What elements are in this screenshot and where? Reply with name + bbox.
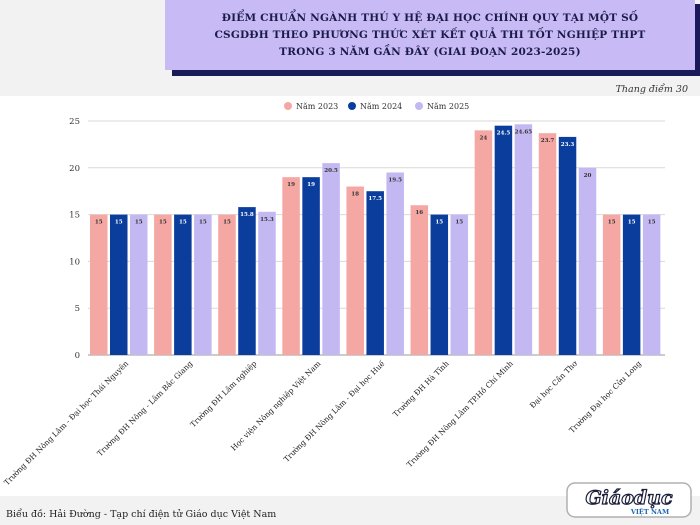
title-line-3: TRONG 3 NĂM GẦN ĐÂY (GIAI ĐOẠN 2023-2025… (279, 45, 581, 58)
chart-title: ĐIỂM CHUẨN NGÀNH THÚ Y HỆ ĐẠI HỌC CHÍNH … (165, 0, 695, 70)
data-label: 15 (95, 220, 103, 226)
bar (622, 214, 641, 355)
giaoduc-logo: Giáodục VIỆT NAM (566, 482, 692, 518)
x-tick-label: Trường ĐH Nông Lâm TP.Hồ Chí Minh (405, 359, 515, 469)
y-tick-label: 0 (75, 351, 80, 361)
bar (386, 172, 404, 355)
x-tick-label: Trường ĐH Lâm nghiệp (188, 359, 258, 429)
data-label: 23.3 (561, 142, 575, 148)
bar (410, 205, 429, 355)
x-tick-label: Trường ĐH Nông Lâm - Đại học Huế (282, 359, 387, 464)
data-label: 17.5 (368, 196, 382, 202)
bar (602, 214, 621, 355)
data-label: 18 (351, 192, 359, 198)
data-label: 15 (608, 220, 616, 226)
bar (346, 186, 364, 355)
x-tick-label: Trường Đại học Cửu Long (567, 359, 643, 435)
data-label: 19.5 (388, 177, 402, 183)
bar (194, 214, 212, 355)
data-label: 19 (307, 182, 315, 188)
bar (450, 214, 469, 355)
bar (218, 214, 236, 355)
bar (366, 191, 384, 355)
bar (474, 130, 493, 355)
data-label: 15 (199, 220, 207, 226)
bar (238, 207, 256, 355)
legend-label: Năm 2025 (427, 102, 469, 111)
data-label: 19 (287, 182, 295, 188)
footer-credit: Biểu đồ: Hải Đường - Tạp chí điện tử Giá… (6, 509, 277, 520)
bar (282, 177, 300, 355)
legend-swatch (348, 102, 356, 110)
legend-label: Năm 2023 (296, 102, 338, 111)
title-line-2: CSGDĐH THEO PHƯƠNG THỨC XÉT KẾT QUẢ THI … (214, 28, 646, 41)
data-label: 20 (584, 173, 592, 179)
x-tick-label: Đại học Cần Thơ (528, 359, 579, 410)
bar (322, 163, 340, 355)
data-label: 15 (159, 220, 167, 226)
legend-label: Năm 2024 (360, 102, 402, 111)
logo-main-text: Giáodục (585, 487, 673, 509)
data-label: 24.65 (515, 129, 533, 135)
data-label: 15 (628, 220, 636, 226)
bar (558, 136, 577, 355)
bar (430, 214, 449, 355)
data-label: 15 (455, 220, 463, 226)
data-label: 15.3 (260, 217, 274, 223)
data-label: 15 (135, 220, 143, 226)
logo-sub-text: VIỆT NAM (630, 507, 669, 516)
bar (642, 214, 661, 355)
y-tick-label: 10 (69, 257, 80, 267)
data-label: 15 (115, 220, 123, 226)
data-label: 16 (415, 210, 423, 216)
bar (90, 214, 108, 355)
data-label: 15 (648, 220, 656, 226)
y-tick-label: 5 (75, 304, 80, 314)
data-label: 20.5 (324, 168, 338, 174)
data-label: 23.7 (541, 138, 555, 144)
data-label: 24 (480, 135, 488, 141)
bar (174, 214, 192, 355)
bar (130, 214, 148, 355)
x-tick-label: Trường ĐH Nông Lâm - Đại học Thái Nguyên (2, 359, 130, 487)
legend-swatch (415, 102, 423, 110)
y-tick-label: 15 (69, 211, 80, 221)
x-tick-label: Trường ĐH Hà Tĩnh (391, 359, 451, 419)
data-label: 15.8 (240, 212, 254, 218)
data-label: 15 (435, 220, 443, 226)
bar (110, 214, 128, 355)
scale-note: Thang điểm 30 (615, 84, 688, 95)
bar (302, 177, 320, 355)
bar (154, 214, 172, 355)
bar (514, 124, 533, 355)
title-line-1: ĐIỂM CHUẨN NGÀNH THÚ Y HỆ ĐẠI HỌC CHÍNH … (221, 11, 639, 24)
data-label: 15 (179, 220, 187, 226)
bar (494, 125, 513, 356)
bar (578, 167, 597, 355)
bar (538, 133, 557, 355)
legend-swatch (284, 102, 292, 110)
y-tick-label: 25 (69, 117, 80, 127)
bar (258, 211, 276, 355)
y-tick-label: 20 (69, 164, 80, 174)
data-label: 24.5 (497, 131, 511, 137)
data-label: 15 (223, 220, 231, 226)
